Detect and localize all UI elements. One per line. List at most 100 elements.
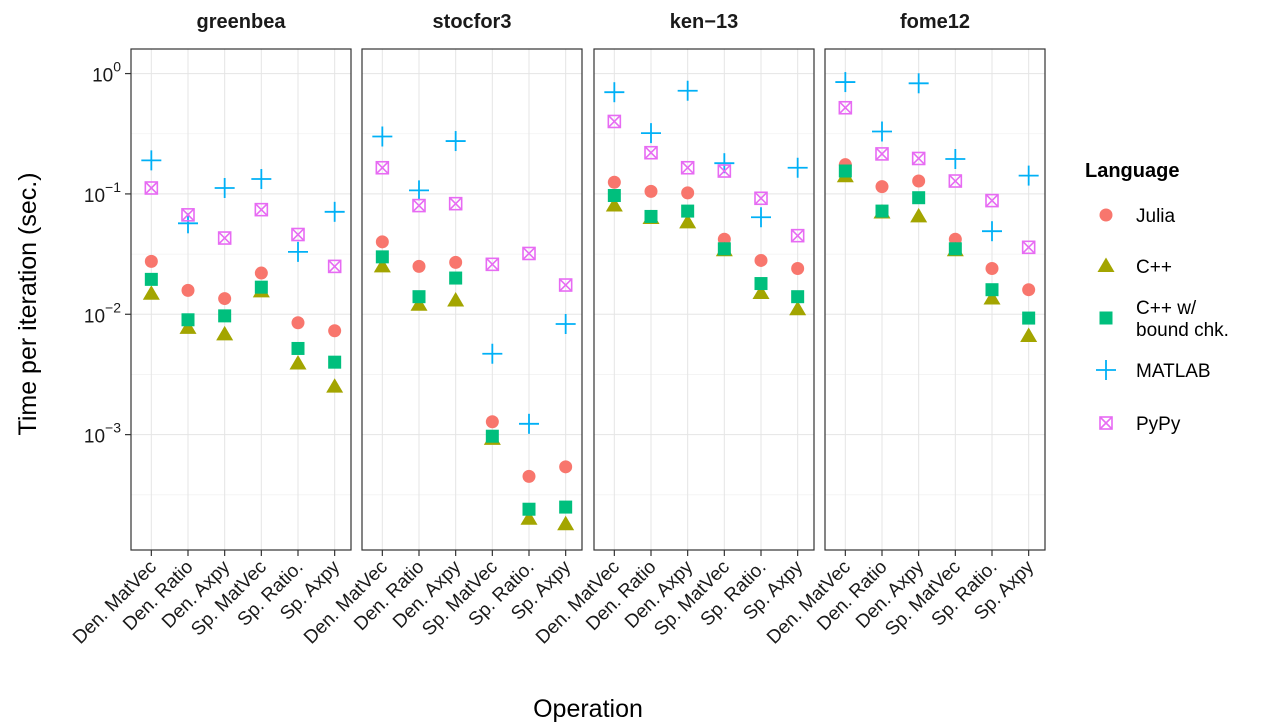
legend-label: C++ <box>1136 257 1172 278</box>
data-point-pypy <box>717 164 732 178</box>
panel-background <box>825 49 1045 550</box>
data-point-cppbc <box>144 272 158 286</box>
data-point-julia <box>485 415 499 429</box>
data-point-matlab <box>835 72 856 93</box>
data-point-pypy <box>558 278 573 292</box>
data-point-pypy <box>448 196 463 211</box>
data-point-matlab <box>872 121 892 142</box>
panel-background <box>131 49 351 550</box>
data-point-cpp <box>605 197 623 212</box>
y-tick-label: 10−3 <box>84 420 121 448</box>
data-point-julia <box>754 253 768 267</box>
panel-background <box>594 49 814 550</box>
x-axis-title: Operation <box>533 695 643 723</box>
data-point-pypy <box>485 257 500 272</box>
data-point-matlab <box>908 73 929 94</box>
data-point-pypy <box>412 198 426 213</box>
legend: Language Julia C++ C++ w/bound chk. MATLAB P… <box>1085 160 1229 435</box>
data-point-cppbc <box>912 191 926 205</box>
panel-border <box>824 48 1046 551</box>
data-point-cpp <box>447 292 465 307</box>
data-point-julia <box>181 283 195 297</box>
data-point-matlab <box>251 169 272 190</box>
data-point-julia <box>328 324 342 338</box>
data-point-cppbc <box>412 290 426 304</box>
data-point-julia <box>412 259 426 273</box>
facet-panel: fome12 <box>824 11 1046 551</box>
data-point-matlab <box>372 126 393 147</box>
data-point-cpp <box>289 354 307 370</box>
data-point-cppbc <box>218 309 232 323</box>
data-point-matlab <box>677 80 698 101</box>
legend-title: Language <box>1085 160 1179 182</box>
data-point-julia <box>985 262 999 276</box>
data-point-pypy <box>144 181 159 195</box>
data-point-julia <box>291 316 305 330</box>
data-point-julia <box>449 255 463 269</box>
data-point-cpp <box>752 284 770 300</box>
data-point-matlab <box>982 221 1002 242</box>
data-point-cppbc <box>375 250 389 264</box>
data-point-matlab <box>945 149 966 170</box>
data-point-cpp <box>520 510 538 525</box>
data-point-cppbc <box>791 290 805 304</box>
data-point-matlab <box>482 343 503 364</box>
y-tick-label: 10−2 <box>84 299 121 327</box>
data-point-cppbc <box>948 242 962 256</box>
data-point-matlab <box>751 207 771 228</box>
data-point-cppbc <box>681 204 695 218</box>
data-point-cpp <box>179 319 197 334</box>
data-point-pypy <box>254 202 269 217</box>
data-point-pypy <box>644 145 658 160</box>
legend-label: C++ w/bound chk. <box>1136 298 1229 341</box>
legend-key-pypy <box>1099 416 1113 430</box>
y-axis: 100 10−1 10−2 10−3 <box>84 59 131 448</box>
data-point-pypy <box>522 246 536 261</box>
data-point-cpp <box>557 515 575 531</box>
data-point-julia <box>644 184 658 198</box>
data-point-cppbc <box>522 502 536 516</box>
legend-key-cppbc <box>1099 311 1113 325</box>
data-point-pypy <box>838 100 853 115</box>
data-point-matlab <box>214 177 235 198</box>
data-point-julia <box>1022 283 1036 297</box>
data-point-cppbc <box>485 429 499 443</box>
data-point-cpp <box>373 257 391 273</box>
panel-border <box>593 48 815 551</box>
data-point-julia <box>875 180 889 194</box>
data-point-cppbc <box>449 271 463 285</box>
data-point-pypy <box>375 160 390 175</box>
data-point-cppbc <box>607 189 621 203</box>
data-point-cpp <box>679 213 697 229</box>
data-point-cppbc <box>328 355 342 369</box>
legend-key-cpp <box>1097 257 1115 272</box>
data-point-matlab <box>714 153 735 174</box>
data-point-pypy <box>181 208 195 222</box>
y-tick-label: 10−1 <box>84 179 121 207</box>
facet-title: greenbea <box>197 11 287 33</box>
data-point-cpp <box>1020 327 1038 342</box>
data-point-cppbc <box>985 283 999 297</box>
legend-item-cpp: C++ <box>1097 257 1172 278</box>
data-point-julia <box>607 175 621 189</box>
panel-background <box>362 49 582 550</box>
facet-title: stocfor3 <box>433 11 512 33</box>
data-point-cppbc <box>838 164 852 178</box>
facet-title: ken−13 <box>670 11 738 33</box>
data-point-matlab <box>141 150 162 171</box>
data-point-cpp <box>216 325 234 341</box>
data-point-pypy <box>680 160 695 175</box>
y-axis-title: Time per iteration (sec.) <box>14 172 42 435</box>
data-point-pypy <box>985 193 999 208</box>
data-point-cppbc <box>559 500 573 514</box>
data-point-cppbc <box>754 277 768 291</box>
data-point-pypy <box>911 151 926 166</box>
facet-panel: ken−13 <box>593 11 815 551</box>
data-point-matlab <box>641 123 661 144</box>
facet-panels: greenbea stocfor3 ken−13 fome12 <box>130 11 1046 551</box>
data-point-cpp <box>142 285 160 300</box>
data-point-pypy <box>327 259 342 274</box>
data-point-julia <box>254 266 268 280</box>
